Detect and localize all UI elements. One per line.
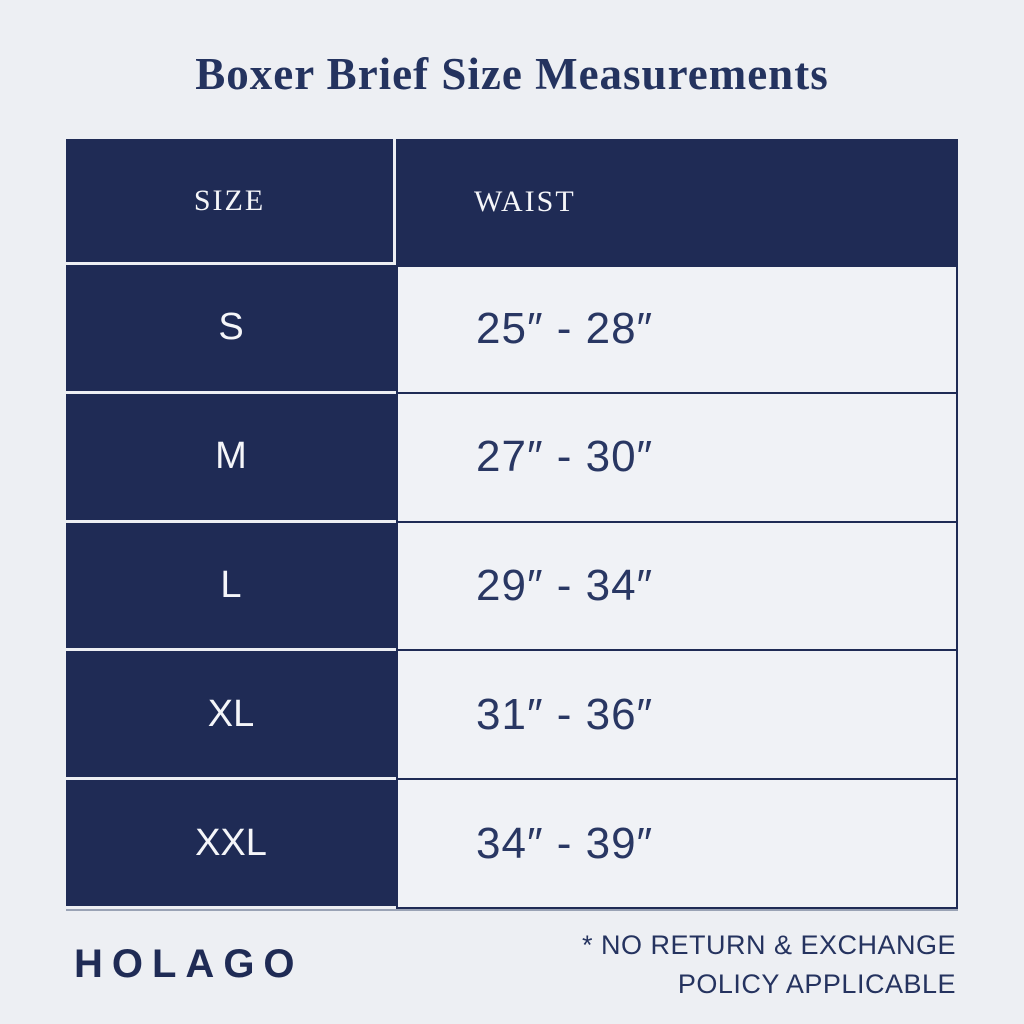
waist-value: 25″ - 28″ <box>396 265 958 394</box>
column-header-waist: WAIST <box>396 139 958 265</box>
column-header-size: SIZE <box>66 139 396 265</box>
size-label: S <box>66 265 396 394</box>
table-row: XL 31″ - 36″ <box>66 651 958 781</box>
table-row: XXL 34″ - 39″ <box>66 780 958 909</box>
waist-value: 34″ - 39″ <box>396 780 958 909</box>
table-row: S 25″ - 28″ <box>66 265 958 394</box>
waist-value: 27″ - 30″ <box>396 393 958 523</box>
size-label: XL <box>66 651 396 781</box>
policy-note-line2: POLICY APPLICABLE <box>677 969 956 1000</box>
size-measurement-table: SIZE WAIST S 25″ - 28″ M 27″ - 30″ L 29″… <box>66 139 958 911</box>
page-title: Boxer Brief Size Measurements <box>195 49 829 99</box>
waist-value: 29″ - 34″ <box>396 522 958 652</box>
size-label: XXL <box>66 780 396 909</box>
policy-note: * NO RETURN & EXCHANGE POLICY APPLICABLE <box>536 926 956 1004</box>
size-label: L <box>66 522 396 652</box>
waist-value: 31″ - 36″ <box>396 651 958 781</box>
policy-note-line1: * NO RETURN & EXCHANGE <box>581 930 956 960</box>
table-row: M 27″ - 30″ <box>66 393 958 523</box>
size-label: M <box>66 393 396 523</box>
table-header-row: SIZE WAIST <box>66 139 958 265</box>
table-row: L 29″ - 34″ <box>66 522 958 652</box>
brand-logo: HOLAGO <box>74 942 304 986</box>
